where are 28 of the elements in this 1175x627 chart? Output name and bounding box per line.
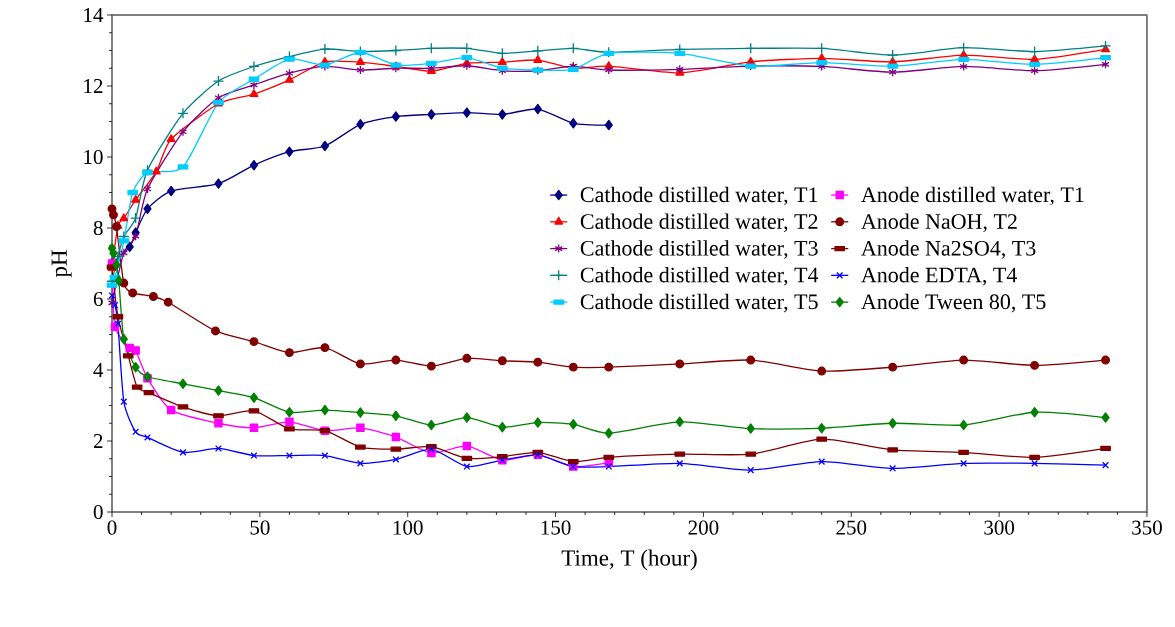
legend-label: Anode distilled water, T1 <box>861 186 1084 206</box>
y-tick-label: 14 <box>84 8 104 22</box>
x-tick-label: 0 <box>107 520 117 535</box>
legend-label: Anode EDTA, T4 <box>861 266 1018 286</box>
x-tick-label: 350 <box>1132 520 1162 535</box>
legend-label: Cathode distilled water, T5 <box>580 293 818 313</box>
legend-label: Cathode distilled water, T4 <box>580 266 819 286</box>
x-axis-title: Time, T (hour) <box>561 549 697 571</box>
x-tick-label: 250 <box>836 520 867 535</box>
y-tick-label: 12 <box>84 79 103 93</box>
legend-label: Cathode distilled water, T2 <box>580 213 818 233</box>
legend-label: Anode Na2SO4, T3 <box>861 240 1036 259</box>
legend-label: Cathode distilled water, T1 <box>580 186 818 206</box>
y-tick-label: 6 <box>93 291 103 307</box>
legend-label: Cathode distilled water, T3 <box>580 240 818 259</box>
y-tick-label: 2 <box>93 434 103 448</box>
x-tick-label: 200 <box>688 520 719 535</box>
x-tick-label: 300 <box>984 520 1015 535</box>
y-tick-label: 4 <box>93 363 104 377</box>
x-tick-label: 100 <box>393 520 423 535</box>
y-axis-title: pH <box>51 250 72 278</box>
y-tick-label: 10 <box>84 149 103 165</box>
y-tick-label: 8 <box>93 220 103 236</box>
x-tick-label: 150 <box>541 520 571 535</box>
x-tick-label: 50 <box>250 520 270 535</box>
legend-label: Anode NaOH, T2 <box>861 213 1017 233</box>
legend-label: Anode Tween 80, T5 <box>861 293 1046 313</box>
y-tick-label: 0 <box>93 504 103 520</box>
